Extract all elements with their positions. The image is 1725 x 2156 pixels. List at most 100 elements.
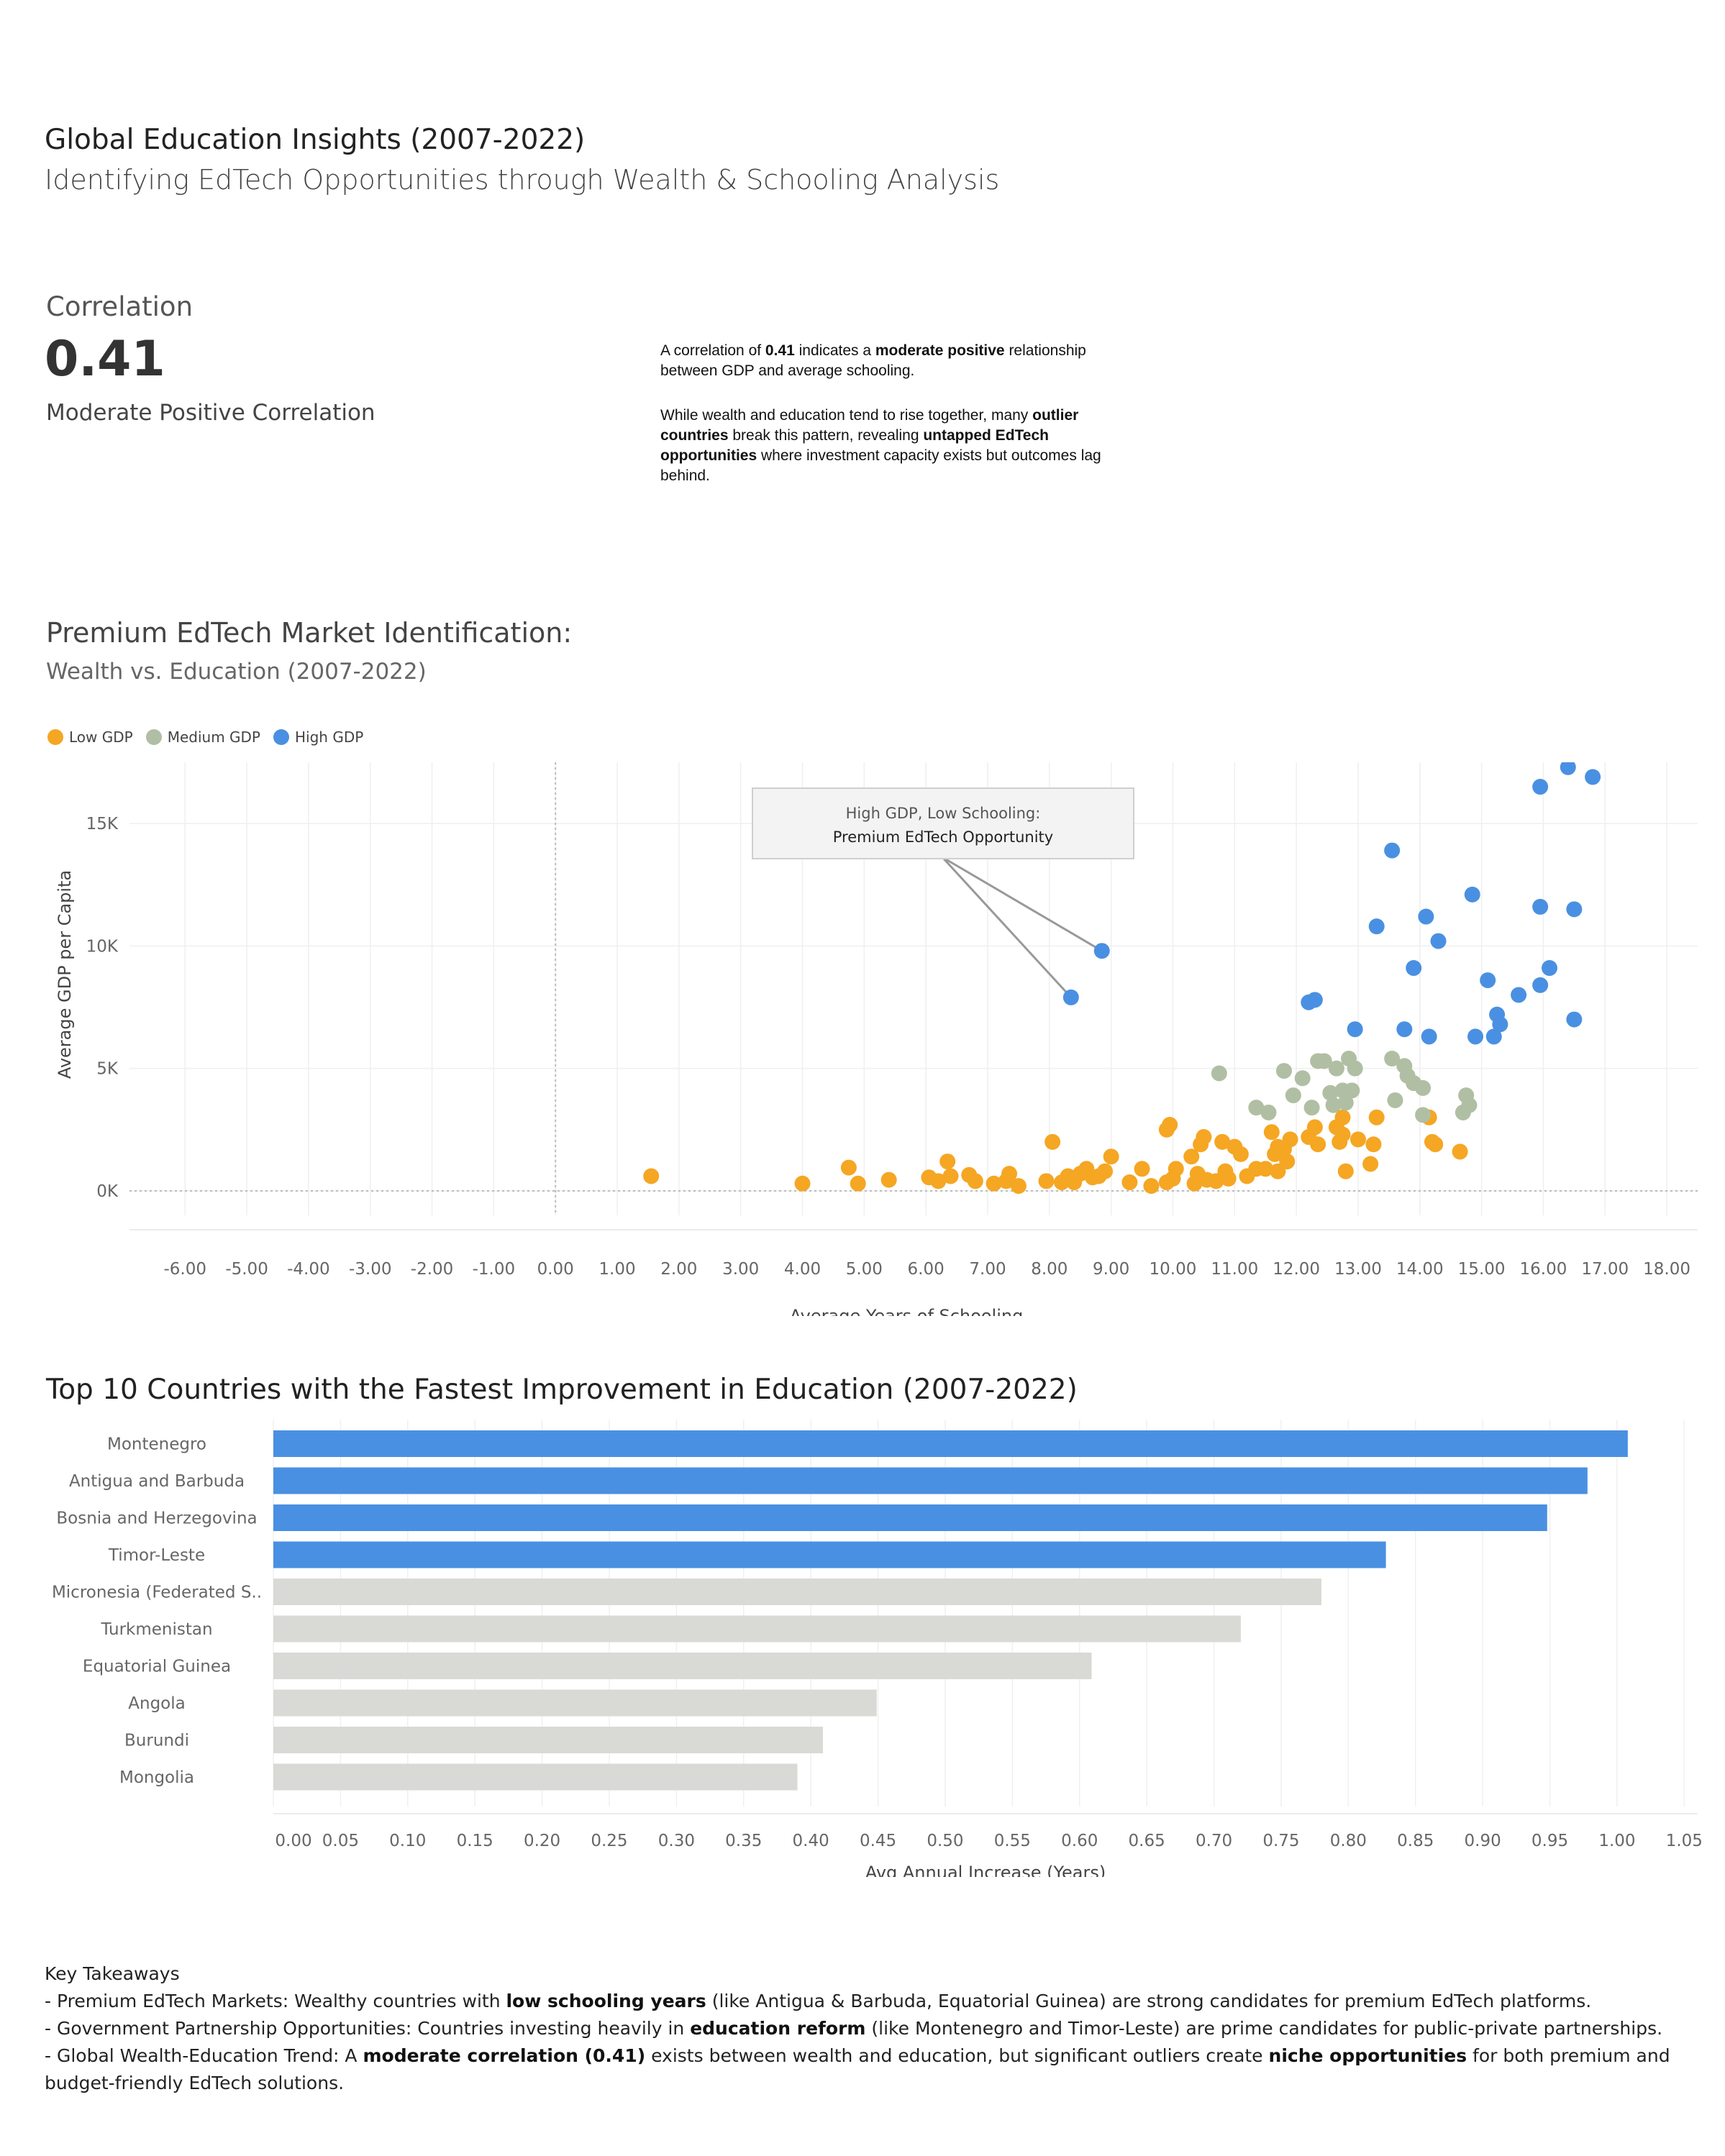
x-tick-label: 7.00: [969, 1260, 1006, 1279]
data-point-high: [1396, 1021, 1413, 1038]
kpi-description: Moderate Positive Correlation: [46, 400, 376, 426]
data-point-medium: [1415, 1107, 1432, 1123]
bar: [273, 1727, 823, 1753]
legend-item-medium[interactable]: Medium GDP: [145, 728, 260, 746]
data-point-low: [1365, 1136, 1382, 1153]
data-point-medium: [1384, 1051, 1401, 1067]
data-point-low: [880, 1171, 897, 1188]
category-label: Timor-Leste: [108, 1546, 205, 1565]
data-point-low: [1214, 1133, 1231, 1150]
data-point-low: [1337, 1163, 1354, 1179]
note-bold-strength: moderate positive: [875, 342, 1005, 359]
takeaway-emphasis: education reform: [690, 2018, 866, 2039]
x-tick-label: -6.00: [163, 1260, 206, 1279]
x-tick-label: 16.00: [1520, 1260, 1567, 1279]
legend-item-low[interactable]: Low GDP: [47, 728, 133, 746]
bar: [273, 1653, 1092, 1679]
data-point-medium: [1387, 1092, 1403, 1108]
x-tick-label: 0.50: [927, 1832, 963, 1850]
bar: [273, 1615, 1241, 1643]
category-label: Antigua and Barbuda: [69, 1472, 245, 1491]
x-tick-label: 0.65: [1129, 1832, 1165, 1850]
x-tick-label: 0.55: [994, 1832, 1031, 1850]
data-point-medium: [1211, 1065, 1227, 1082]
data-point-low: [1044, 1133, 1061, 1150]
data-point-high: [1418, 908, 1434, 925]
x-tick-label: 4.00: [784, 1260, 821, 1279]
takeaway-emphasis: niche opportunities: [1268, 2045, 1467, 2066]
y-tick-label: 10K: [86, 937, 119, 956]
scatter-title: Premium EdTech Market Identification:: [46, 617, 573, 649]
data-point-low: [930, 1173, 947, 1189]
category-label: Angola: [128, 1694, 185, 1713]
data-point-high: [1464, 886, 1480, 903]
category-label: Equatorial Guinea: [83, 1658, 231, 1676]
bar: [273, 1763, 798, 1791]
data-point-low: [967, 1173, 983, 1189]
takeaway-text: - Government Partnership Opportunities: …: [45, 2018, 691, 2039]
data-point-low: [1349, 1131, 1366, 1148]
key-takeaways: Key Takeaways - Premium EdTech Markets: …: [45, 1960, 1670, 2097]
data-point-low: [1168, 1161, 1184, 1177]
data-point-medium: [1344, 1082, 1360, 1099]
data-point-low: [1452, 1143, 1468, 1160]
data-point-medium: [1415, 1079, 1432, 1096]
y-tick-label: 5K: [96, 1060, 119, 1079]
category-label: Burundi: [124, 1732, 189, 1750]
data-point-low: [1121, 1174, 1138, 1191]
category-label: Montenegro: [107, 1435, 206, 1454]
dashboard-title: Global Education Insights (2007-2022): [45, 124, 586, 156]
data-point-low: [643, 1168, 660, 1184]
data-point-low: [986, 1175, 1002, 1192]
x-tick-label: 0.90: [1465, 1832, 1501, 1850]
bar: [273, 1579, 1321, 1605]
annotation-line1: High GDP, Low Schooling:: [846, 805, 1041, 822]
data-point-high: [1347, 1021, 1363, 1038]
x-tick-label: 0.15: [457, 1832, 493, 1850]
data-point-high: [1566, 1011, 1583, 1028]
x-tick-label: -4.00: [287, 1260, 330, 1279]
x-tick-label: 5.00: [846, 1260, 883, 1279]
data-point-medium: [1260, 1104, 1277, 1120]
legend-swatch-medium: [145, 729, 162, 745]
data-point-low: [850, 1175, 866, 1192]
data-point-high: [1532, 779, 1549, 795]
legend-swatch-low: [47, 729, 63, 745]
x-tick-label: 8.00: [1031, 1260, 1068, 1279]
takeaway-text: - Global Wealth-Education Trend: A: [45, 2045, 363, 2066]
annotation-connector: [941, 856, 1072, 998]
data-point-high: [1532, 898, 1549, 915]
data-point-high: [1485, 1028, 1502, 1045]
data-point-high: [1306, 992, 1323, 1008]
x-tick-label: 0.40: [793, 1832, 829, 1850]
scatter-points: [643, 762, 1601, 1195]
data-point-low: [840, 1159, 857, 1176]
data-point-medium: [1461, 1097, 1478, 1113]
data-point-high: [1560, 762, 1576, 775]
note-bold-outliers: outlier countries: [660, 407, 1079, 444]
x-tick-label: 0.95: [1531, 1832, 1568, 1850]
data-point-medium: [1347, 1060, 1363, 1077]
x-tick-label: 0.25: [591, 1832, 627, 1850]
x-tick-label: 13.00: [1334, 1260, 1382, 1279]
takeaways-heading: Key Takeaways: [45, 1963, 180, 1984]
data-point-medium: [1248, 1100, 1265, 1116]
x-tick-label: -1.00: [473, 1260, 516, 1279]
note-bold-value: 0.41: [765, 342, 795, 359]
bar: [273, 1467, 1588, 1494]
dashboard-subtitle: Identifying EdTech Opportunities through…: [45, 164, 1000, 196]
data-point-low: [1368, 1109, 1385, 1125]
data-point-high: [1430, 933, 1447, 949]
y-tick-label: 15K: [86, 815, 119, 833]
legend-item-high[interactable]: High GDP: [273, 728, 363, 746]
takeaway-item: - Government Partnership Opportunities: …: [45, 2015, 1670, 2042]
scatter-plot: -6.00 -5.00 -4.00 -3.00 -2.00 -1.00 0.00 1.00 2.…: [55, 762, 1698, 1316]
x-tick-label: 0.45: [860, 1832, 896, 1850]
data-point-high: [1532, 977, 1549, 993]
note-text: A correlation of: [660, 342, 765, 359]
data-point-high: [1093, 943, 1110, 959]
annotation-line2: Premium EdTech Opportunity: [833, 828, 1053, 846]
scatter-legend: Low GDP Medium GDP High GDP: [47, 728, 363, 746]
legend-label-medium: Medium GDP: [167, 728, 260, 746]
takeaway-emphasis: moderate correlation (0.41): [363, 2045, 646, 2066]
